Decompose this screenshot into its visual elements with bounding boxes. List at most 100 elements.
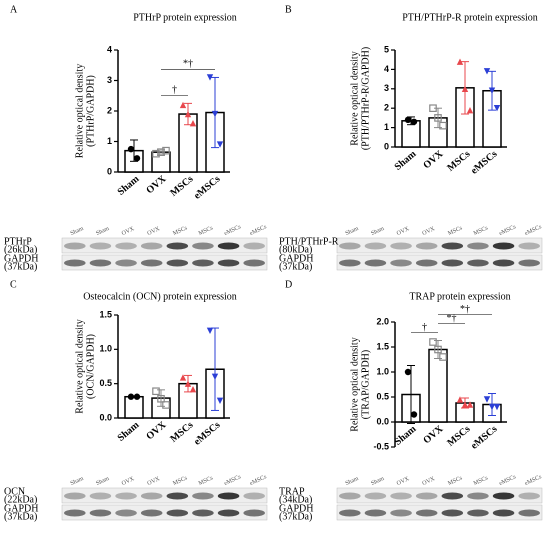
y-tick-label: 1.0 [376, 366, 389, 376]
lane-label: MSCs [172, 475, 189, 487]
lane-label: MSCs [447, 475, 464, 487]
x-tick-label: eMSCs [192, 420, 223, 448]
y-tick-label: 0.5 [99, 378, 112, 388]
blot-strip [61, 487, 268, 504]
significance-label: † [422, 322, 427, 333]
data-point [488, 87, 496, 94]
blot-band [64, 509, 86, 517]
data-point [429, 104, 437, 113]
data-point [216, 397, 224, 405]
x-tick-label: eMSCs [469, 424, 500, 452]
data-point [216, 141, 224, 148]
x-tick-label: eMSCs [192, 174, 223, 202]
blot-row-label: (37kDa) [279, 261, 312, 272]
y-tick-label: 2 [384, 103, 389, 113]
significance-label: *† [447, 313, 457, 324]
data-point [133, 393, 141, 400]
data-point [184, 380, 192, 387]
x-tick-label: eMSCs [469, 149, 500, 177]
lane-label: OVX [121, 226, 136, 237]
blot-band [390, 242, 412, 250]
y-tick-label: 3 [384, 83, 389, 93]
blot-band [166, 242, 189, 250]
blot-band [390, 492, 412, 500]
blot-band [243, 509, 265, 517]
x-tick-label: Sham [393, 423, 419, 448]
x-tick-label: OVX [144, 419, 169, 442]
data-point [179, 374, 187, 381]
blot-band [243, 259, 265, 267]
x-tick-label: Sham [393, 148, 419, 173]
blot-band [415, 492, 438, 500]
x-tick-label: OVX [421, 423, 446, 446]
lane-label: MSCs [473, 475, 490, 487]
data-point [456, 58, 464, 65]
data-point [157, 148, 165, 156]
blot-band [64, 242, 86, 250]
blot-band [492, 509, 515, 517]
lane-label: eMSCs [223, 474, 242, 487]
lane-label: Sham [95, 226, 110, 237]
blot-band [518, 509, 540, 517]
data-point [162, 146, 170, 155]
lane-label: MSCs [198, 475, 215, 487]
blot-row-label: PTHrP [4, 236, 32, 247]
lane-label: Sham [95, 476, 110, 487]
y-tick-label: 1.5 [99, 309, 112, 319]
y-tick-label: 0.0 [99, 412, 112, 422]
blot-band [339, 259, 361, 267]
blot-band [115, 259, 137, 267]
blot-band [140, 509, 163, 517]
y-axis-label: Relative optical density [74, 319, 85, 413]
lane-label: eMSCs [249, 224, 268, 237]
data-point [456, 396, 464, 403]
data-point [189, 120, 197, 127]
y-tick-label: 4 [384, 64, 389, 74]
y-tick-label: 2 [107, 105, 112, 115]
blot-band [415, 509, 438, 517]
blot-band [192, 242, 214, 250]
data-point [434, 114, 442, 122]
data-point [157, 394, 165, 403]
data-point [404, 116, 412, 124]
lane-label: eMSCs [524, 224, 543, 237]
blot-band [339, 509, 361, 517]
blot-band [518, 242, 540, 250]
x-tick-label: OVX [421, 148, 446, 171]
y-axis-label: (PTH/PTHrP-R/GAPDH) [360, 47, 371, 150]
blot-band [518, 259, 540, 267]
blot-band [115, 492, 137, 500]
chart-title: PTHrP protein expression [133, 12, 237, 23]
lane-label: Sham [70, 226, 85, 237]
data-point [127, 145, 135, 153]
data-point [211, 110, 219, 118]
data-point [488, 403, 496, 411]
blot-band [64, 259, 86, 267]
blot-band [467, 492, 489, 500]
y-axis-label: Relative optical density [74, 64, 85, 158]
lane-label: Sham [345, 476, 360, 487]
blot-band [64, 492, 86, 500]
blot-band [339, 492, 361, 500]
blot-band [441, 259, 464, 267]
lane-label: eMSCs [223, 224, 242, 237]
blot-band [467, 259, 489, 267]
blot-row-label: (37kDa) [4, 261, 37, 272]
blot-row-label: (37kDa) [279, 511, 312, 522]
blot-band [89, 509, 112, 517]
y-tick-label: 4 [107, 44, 112, 54]
blot-strip [61, 254, 268, 271]
data-point [461, 85, 469, 92]
blot-strip [336, 504, 543, 521]
blot-band [364, 509, 387, 517]
data-point [493, 403, 501, 411]
data-point [184, 110, 192, 118]
blot-band [89, 242, 112, 250]
blot-strip [336, 487, 543, 504]
data-point [434, 345, 442, 354]
blot-band [339, 242, 361, 250]
blot-band [364, 259, 387, 267]
panel-letter: C [10, 279, 17, 290]
blot-band [192, 509, 214, 517]
y-tick-label: 0.5 [376, 391, 389, 401]
